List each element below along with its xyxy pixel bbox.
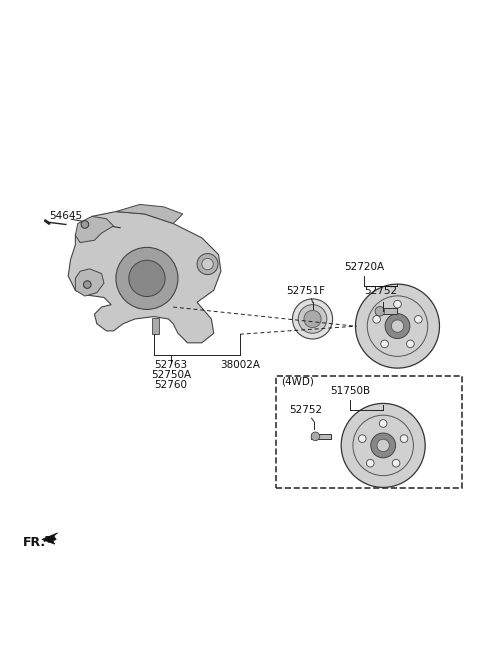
Text: 51750B: 51750B [330, 386, 370, 396]
Circle shape [356, 284, 440, 368]
Text: 52750A: 52750A [151, 370, 191, 380]
Circle shape [116, 248, 178, 309]
Circle shape [379, 420, 387, 427]
Text: 38002A: 38002A [220, 361, 260, 371]
Text: 52763: 52763 [154, 361, 187, 371]
Text: 52760: 52760 [154, 380, 187, 390]
Circle shape [84, 281, 91, 288]
Polygon shape [75, 216, 114, 242]
Polygon shape [68, 212, 221, 343]
Bar [276, 376, 462, 488]
Circle shape [129, 260, 165, 296]
Polygon shape [116, 204, 183, 223]
Text: 52751F: 52751F [287, 286, 325, 296]
Circle shape [359, 435, 366, 442]
Text: 52752: 52752 [364, 286, 397, 296]
Circle shape [197, 254, 218, 275]
Circle shape [373, 315, 381, 323]
Circle shape [392, 459, 400, 467]
Text: 52720A: 52720A [344, 262, 384, 272]
Circle shape [400, 435, 408, 442]
Text: (4WD): (4WD) [281, 377, 314, 387]
Polygon shape [42, 533, 58, 544]
Circle shape [391, 320, 404, 332]
Circle shape [311, 432, 320, 441]
Circle shape [407, 340, 414, 348]
Bar [311, 434, 331, 440]
Bar [376, 308, 397, 314]
Circle shape [341, 403, 425, 487]
Text: 54645: 54645 [49, 211, 82, 221]
Circle shape [81, 221, 89, 228]
Circle shape [292, 299, 333, 339]
Text: 52752: 52752 [289, 405, 323, 415]
Circle shape [377, 440, 389, 451]
Circle shape [371, 433, 396, 458]
Bar [152, 317, 159, 334]
Polygon shape [75, 269, 104, 296]
Circle shape [304, 310, 321, 328]
Text: FR.: FR. [23, 536, 46, 549]
Circle shape [375, 307, 384, 316]
Circle shape [381, 340, 388, 348]
Circle shape [415, 315, 422, 323]
Circle shape [366, 459, 374, 467]
Circle shape [298, 305, 327, 333]
Circle shape [385, 313, 410, 338]
Circle shape [202, 258, 213, 270]
Circle shape [394, 300, 401, 308]
